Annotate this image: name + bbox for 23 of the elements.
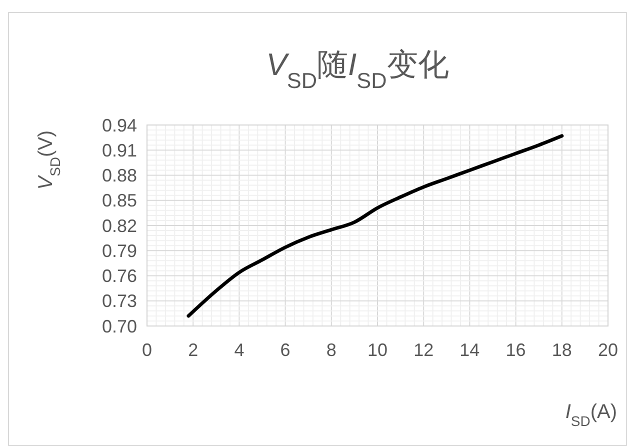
x-axis-title: I$_{SD}$(A) <box>565 401 617 429</box>
x-tick-label: 2 <box>188 340 198 360</box>
y-tick-label: 0.76 <box>102 266 137 286</box>
x-tick-label: 4 <box>234 340 244 360</box>
x-tick-label: 16 <box>506 340 526 360</box>
x-tick-label: 8 <box>326 340 336 360</box>
y-tick-label: 0.94 <box>102 115 137 136</box>
x-tick-label: 12 <box>414 340 434 360</box>
y-tick-label: 0.91 <box>102 140 137 160</box>
x-tick-label: 6 <box>280 340 290 360</box>
x-tick-label: 18 <box>552 340 572 360</box>
x-tick-label: 0 <box>142 340 152 360</box>
line-series <box>186 134 564 318</box>
chart-title: V$_{SD}$随I$_{SD}$变化 <box>266 47 449 92</box>
y-tick-label: 0.88 <box>102 166 137 186</box>
x-tick-label: 10 <box>367 340 388 360</box>
y-tick-label: 0.79 <box>102 240 137 261</box>
x-tick-label: 20 <box>598 340 618 360</box>
y-tick-label: 0.70 <box>102 316 137 336</box>
y-tick-label: 0.82 <box>102 216 137 236</box>
y-tick-label: 0.85 <box>102 190 137 211</box>
x-tick-label: 14 <box>460 340 480 360</box>
y-tick-label: 0.73 <box>102 291 137 312</box>
